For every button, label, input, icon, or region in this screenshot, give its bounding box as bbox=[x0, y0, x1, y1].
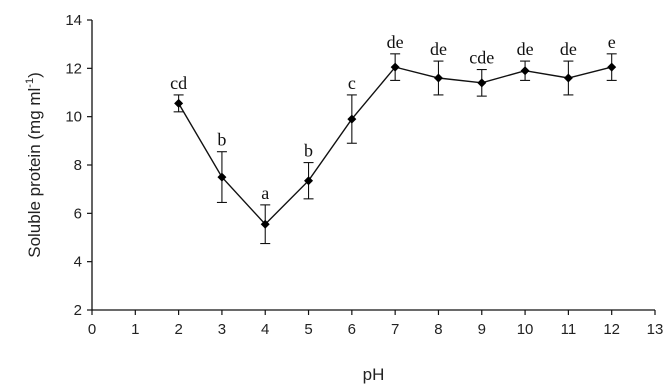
y-axis-title-main: Soluble protein (mg ml bbox=[25, 88, 44, 258]
data-point bbox=[477, 78, 487, 88]
data-point bbox=[520, 66, 530, 76]
y-tick-label: 12 bbox=[65, 60, 82, 77]
y-axis-title: Soluble protein (mg ml-1) bbox=[24, 72, 44, 258]
data-point bbox=[433, 73, 443, 83]
data-point bbox=[260, 219, 270, 229]
x-tick-label: 10 bbox=[517, 321, 534, 338]
significance-label: de bbox=[517, 39, 534, 59]
significance-label: c bbox=[348, 73, 356, 93]
x-tick-label: 8 bbox=[434, 321, 442, 338]
y-tick-label: 14 bbox=[65, 12, 82, 29]
x-tick-label: 2 bbox=[174, 321, 182, 338]
significance-label: de bbox=[560, 39, 577, 59]
significance-label: cd bbox=[170, 73, 187, 93]
y-tick-label: 2 bbox=[74, 302, 82, 319]
significance-label: cde bbox=[469, 48, 494, 68]
series-line bbox=[177, 66, 612, 226]
data-point bbox=[563, 73, 573, 83]
data-point bbox=[217, 172, 227, 182]
y-tick-label: 4 bbox=[74, 254, 82, 271]
x-tick-label: 7 bbox=[391, 321, 399, 338]
significance-label: b bbox=[304, 141, 313, 161]
significance-label: e bbox=[608, 32, 616, 52]
axes bbox=[91, 20, 655, 311]
x-tick-label: 4 bbox=[261, 321, 269, 338]
x-axis-title: pH bbox=[363, 365, 385, 384]
data-point bbox=[174, 98, 184, 108]
x-tick-label: 3 bbox=[218, 321, 226, 338]
data-point bbox=[607, 62, 617, 72]
significance-label: de bbox=[387, 32, 404, 52]
significance-label: a bbox=[261, 183, 269, 203]
x-tick-label: 1 bbox=[131, 321, 139, 338]
x-tick-label: 0 bbox=[88, 321, 96, 338]
y-axis-title-superscript: -1 bbox=[24, 78, 36, 88]
data-point bbox=[390, 62, 400, 72]
x-tick-label: 9 bbox=[478, 321, 486, 338]
x-tick-label: 13 bbox=[647, 321, 664, 338]
y-tick-label: 8 bbox=[74, 157, 82, 174]
data-point bbox=[347, 114, 357, 124]
x-tick-label: 6 bbox=[348, 321, 356, 338]
y-tick-label: 10 bbox=[65, 109, 82, 126]
y-axis-title-close: ) bbox=[25, 72, 44, 78]
x-tick-label: 12 bbox=[603, 321, 620, 338]
significance-label: b bbox=[217, 130, 226, 150]
x-tick-label: 11 bbox=[561, 321, 577, 338]
y-tick-label: 6 bbox=[74, 205, 82, 222]
data-point bbox=[304, 176, 314, 186]
significance-label: de bbox=[430, 39, 447, 59]
x-tick-label: 5 bbox=[304, 321, 312, 338]
